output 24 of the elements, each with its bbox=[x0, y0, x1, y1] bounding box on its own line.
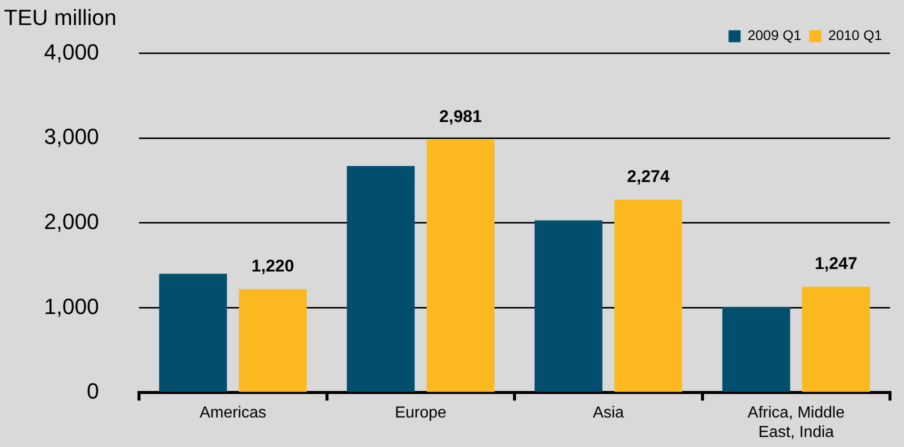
y-tick-label: 3,000 bbox=[44, 124, 100, 150]
y-tick-label: 2,000 bbox=[44, 208, 100, 234]
data-label: 2,274 bbox=[627, 166, 670, 186]
bar bbox=[722, 306, 790, 392]
x-tick-label: Europe bbox=[394, 404, 447, 422]
bar bbox=[159, 274, 227, 392]
data-label: 1,220 bbox=[252, 256, 294, 276]
data-label: 2,981 bbox=[439, 106, 482, 126]
y-tick-label: 0 bbox=[86, 378, 100, 404]
x-tick-label: Asia bbox=[592, 404, 624, 422]
bar bbox=[238, 289, 307, 392]
y-axis-title: TEU million bbox=[4, 5, 116, 30]
x-tick-label: Africa, Middle East, India bbox=[748, 404, 845, 441]
bar bbox=[426, 140, 494, 392]
bar bbox=[614, 200, 682, 392]
x-tick-label: Americas bbox=[200, 404, 266, 422]
y-tick-label: 1,000 bbox=[44, 294, 100, 319]
bar bbox=[534, 220, 602, 392]
legend-label: 2010 Q1 bbox=[828, 27, 882, 44]
bar bbox=[802, 286, 870, 392]
data-label: 1,247 bbox=[814, 254, 858, 273]
legend-label: 2009 Q1 bbox=[748, 27, 802, 44]
bar bbox=[346, 166, 415, 392]
y-tick-label: 4,000 bbox=[44, 39, 100, 64]
